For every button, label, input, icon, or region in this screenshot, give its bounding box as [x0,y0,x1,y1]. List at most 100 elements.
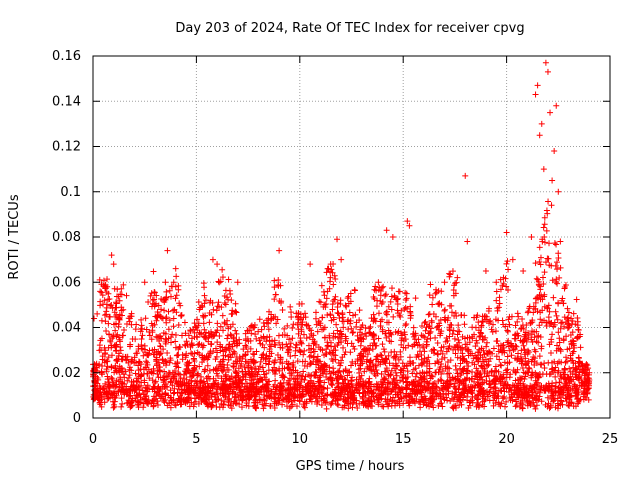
data-point [91,395,98,402]
data-point [309,393,316,400]
data-point [96,347,103,354]
data-point [341,351,348,358]
data-point [294,372,301,379]
data-point [552,373,559,380]
data-point [418,332,425,339]
data-point [379,326,386,333]
data-point [378,371,385,378]
data-point [323,295,330,302]
data-point [141,342,148,349]
data-point [124,399,131,406]
data-point [312,309,319,316]
data-point [179,351,186,358]
data-point [150,268,157,275]
data-point [225,345,232,352]
data-point [450,346,457,353]
data-point [380,283,387,290]
data-point-peak [565,317,572,324]
data-point [240,346,247,353]
data-point [426,292,433,299]
data-point [274,316,281,323]
data-point [566,322,573,329]
data-point [138,322,145,329]
data-point [345,326,352,333]
data-point [522,355,529,362]
data-point [444,370,451,377]
data-point [472,373,479,380]
data-point [217,390,224,397]
data-point [541,221,548,228]
data-point [271,284,278,291]
data-point [520,392,527,399]
data-point [287,353,294,360]
data-point [350,312,357,319]
data-point [397,348,404,355]
data-point [222,301,229,308]
data-point [545,198,552,205]
data-point [363,346,370,353]
data-point [106,331,113,338]
data-point [285,347,292,354]
data-point [157,342,164,349]
data-point [109,393,116,400]
data-point [262,355,269,362]
data-point [528,372,535,379]
data-point [567,376,574,383]
data-point [243,402,250,409]
data-point [381,292,388,299]
data-point [545,359,552,366]
data-point [344,295,351,302]
data-point-peak [547,109,554,116]
data-point [100,385,107,392]
data-point [493,353,500,360]
data-point [548,202,555,209]
data-point [117,344,124,351]
data-point [206,319,213,326]
data-point [275,281,282,288]
data-point-peak [334,236,341,243]
data-point [196,378,203,385]
data-point [172,338,179,345]
data-point [393,363,400,370]
data-point [227,351,234,358]
data-point [496,300,503,307]
data-point [269,338,276,345]
data-point [370,293,377,300]
data-point [522,329,529,336]
data-point [445,388,452,395]
data-point [273,400,280,407]
data-point [472,343,479,350]
data-point [246,327,253,334]
data-point [213,383,220,390]
data-point [459,357,466,364]
data-point [354,405,361,412]
y-tick-label: 0.04 [52,321,81,336]
data-point [426,372,433,379]
data-point [112,299,119,306]
data-point [146,332,153,339]
data-point [509,397,516,404]
data-point [154,314,161,321]
data-point [214,349,221,356]
data-point [170,375,177,382]
data-point [549,277,556,284]
data-point [310,346,317,353]
data-point [557,401,564,408]
data-point [340,324,347,331]
data-point [333,375,340,382]
data-point [345,395,352,402]
data-point [100,277,107,284]
data-point [437,347,444,354]
data-point [244,348,251,355]
data-point [161,399,168,406]
chart-title: Day 203 of 2024, Rate Of TEC Index for r… [175,21,524,36]
data-point [239,368,246,375]
data-point [247,356,254,363]
data-point [170,307,177,314]
data-point [160,360,167,367]
data-point [532,377,539,384]
data-point [327,339,334,346]
data-point [552,308,559,315]
data-point [142,364,149,371]
data-point [162,340,169,347]
